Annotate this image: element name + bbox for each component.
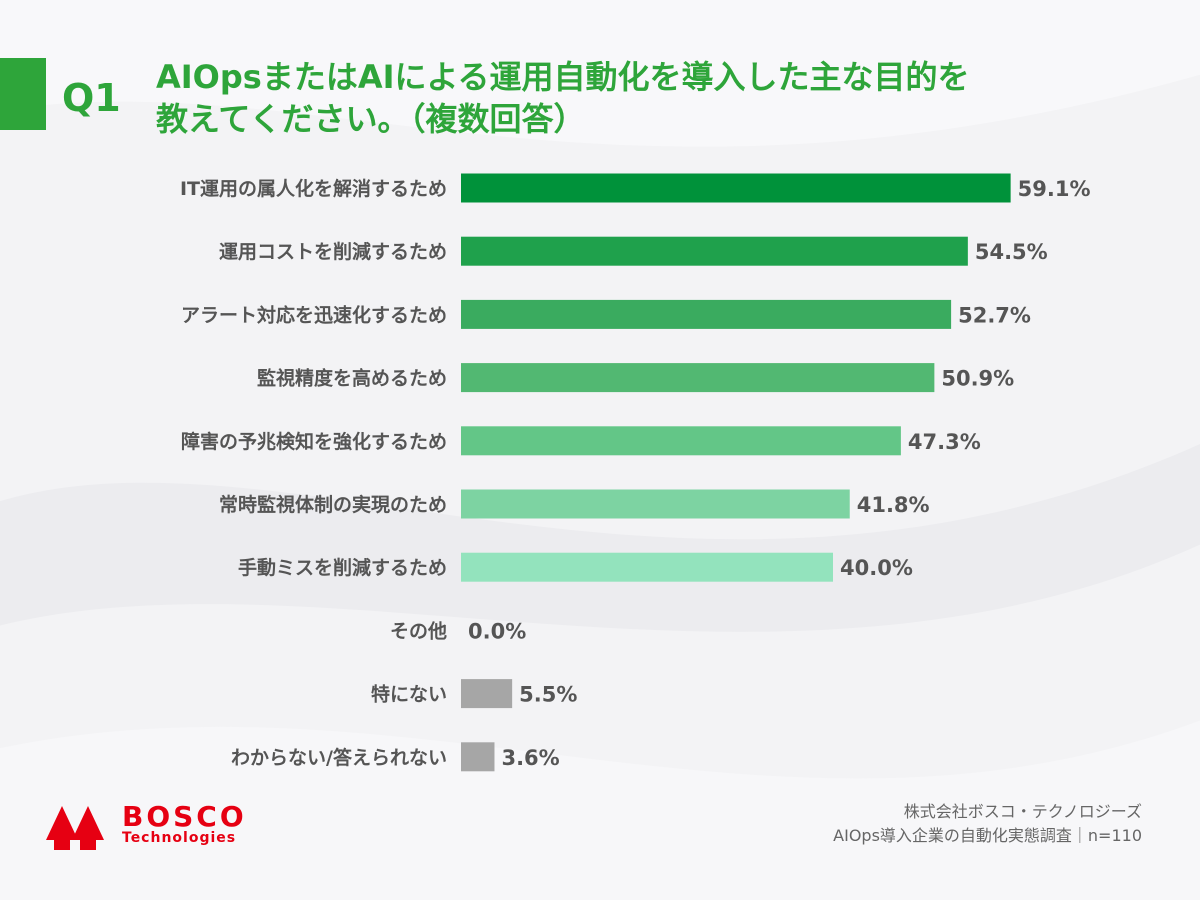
value-label: 40.0% bbox=[840, 556, 913, 580]
footer-source: 株式会社ボスコ・テクノロジーズ AIOps導入企業の自動化実態調査｜n=110 bbox=[833, 800, 1142, 848]
category-label: 運用コストを削減するため bbox=[219, 240, 447, 263]
category-label: 常時監視体制の実現のため bbox=[219, 493, 447, 516]
category-label: 監視精度を高めるため bbox=[257, 367, 447, 390]
bar bbox=[461, 299, 952, 329]
value-label: 52.7% bbox=[958, 303, 1031, 327]
category-label: 手動ミスを削減するため bbox=[238, 556, 447, 579]
bar bbox=[461, 173, 1011, 203]
value-label: 41.8% bbox=[857, 493, 930, 517]
value-label: 50.9% bbox=[941, 367, 1014, 391]
bar-chart: IT運用の属人化を解消するため 59.1% 運用コストを削減するため 54.5% アラー… bbox=[180, 173, 1091, 772]
value-label: 0.0% bbox=[468, 619, 526, 643]
logo-name: BOSCO bbox=[122, 800, 247, 833]
category-label: 特にない bbox=[371, 684, 447, 706]
category-label: IT運用の属人化を解消するため bbox=[180, 177, 447, 200]
question-number: Q1 bbox=[62, 76, 121, 120]
category-label: 障害の予兆検知を強化するため bbox=[181, 430, 447, 453]
bar bbox=[461, 552, 833, 582]
bar bbox=[461, 236, 968, 266]
value-label: 59.1% bbox=[1018, 177, 1091, 201]
chart-title-line1: AIOpsまたはAIによる運用自動化を導入した主な目的を bbox=[156, 58, 970, 96]
value-label: 5.5% bbox=[519, 683, 577, 707]
value-label: 47.3% bbox=[908, 430, 981, 454]
category-label: わからない/答えられない bbox=[231, 746, 447, 769]
chart-title: AIOpsまたはAIによる運用自動化を導入した主な目的を 教えてください。（複数… bbox=[156, 56, 1146, 140]
bar bbox=[461, 489, 850, 519]
footer-survey: AIOps導入企業の自動化実態調査｜n=110 bbox=[833, 826, 1142, 845]
value-label: 3.6% bbox=[501, 746, 559, 770]
category-label: アラート対応を迅速化するため bbox=[181, 303, 447, 326]
bar bbox=[461, 742, 495, 772]
bosco-logo-icon bbox=[46, 806, 104, 850]
footer-company: 株式会社ボスコ・テクノロジーズ bbox=[903, 802, 1142, 821]
value-label: 54.5% bbox=[975, 240, 1048, 264]
bar bbox=[461, 679, 513, 709]
bar bbox=[461, 426, 901, 456]
category-label: その他 bbox=[390, 619, 447, 642]
chart-title-line2: 教えてください。（複数回答） bbox=[156, 100, 586, 138]
question-accent-bar bbox=[0, 58, 46, 130]
bar bbox=[461, 363, 935, 393]
logo-subtitle: Technologies bbox=[122, 830, 237, 846]
